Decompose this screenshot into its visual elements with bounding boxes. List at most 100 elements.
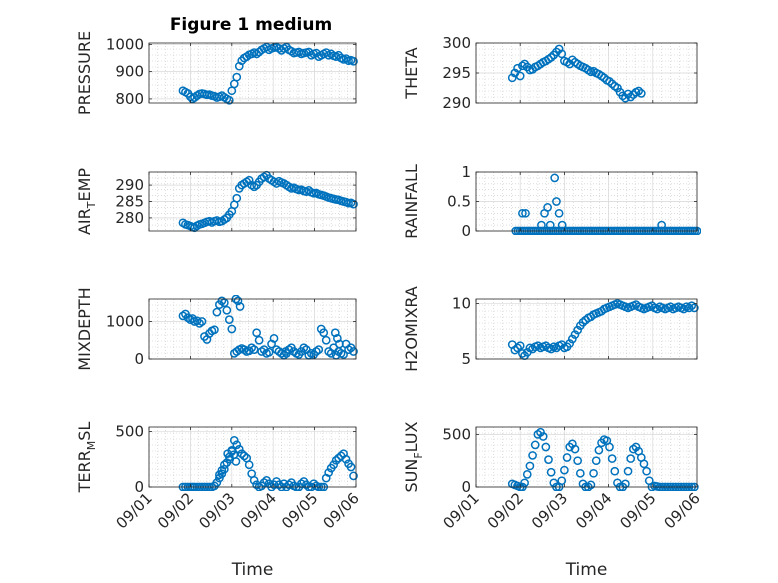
data-point	[259, 478, 269, 487]
data-point	[623, 466, 633, 476]
data-point	[557, 220, 567, 230]
data-point	[346, 462, 356, 472]
y-tick-label: 1000	[106, 313, 144, 331]
series-points	[178, 295, 358, 360]
x-axis-label: Time	[565, 560, 608, 580]
x-tick-label: 09/02	[154, 489, 197, 532]
y-tick-label: 0	[134, 350, 144, 368]
data-point	[570, 330, 580, 339]
data-point	[568, 334, 577, 344]
data-point	[222, 305, 232, 315]
data-point	[224, 95, 234, 105]
data-point	[565, 339, 575, 348]
y-tick-label: 0	[134, 478, 144, 496]
data-point	[244, 460, 254, 470]
y-tick-label: 0	[461, 222, 471, 240]
data-point	[239, 451, 249, 461]
y-axis-label: MIXDEPTH	[75, 287, 94, 370]
subplot-1: 800 900 1000 PRESSURE	[75, 31, 358, 115]
data-point	[281, 347, 290, 356]
y-tick-label: 290	[442, 94, 471, 112]
data-point	[545, 220, 555, 230]
data-point	[626, 92, 636, 102]
x-tick-label: 09/03	[195, 489, 238, 532]
axes-box	[475, 426, 698, 488]
axes-box	[148, 42, 357, 104]
data-point	[518, 349, 527, 358]
y-axis-label: THETA	[402, 47, 421, 99]
data-point	[234, 444, 244, 454]
data-point	[568, 55, 577, 65]
data-point	[229, 435, 239, 445]
y-tick-label: 5	[461, 350, 471, 368]
data-point	[626, 454, 636, 463]
data-point	[507, 73, 517, 83]
data-point	[560, 465, 569, 475]
data-point	[513, 63, 522, 73]
data-point	[249, 475, 259, 485]
data-point	[573, 456, 583, 466]
data-point	[319, 328, 329, 338]
data-point	[575, 468, 585, 478]
data-point	[554, 44, 564, 54]
data-point	[274, 480, 284, 490]
data-point	[515, 341, 525, 351]
data-point	[232, 440, 242, 450]
data-point	[605, 77, 614, 86]
data-point	[219, 460, 229, 470]
y-tick-label: 0	[461, 478, 471, 496]
data-point	[554, 208, 564, 218]
data-point	[515, 71, 525, 81]
data-point	[233, 296, 243, 306]
data-point	[657, 220, 666, 230]
data-point	[610, 466, 620, 476]
data-point	[552, 197, 561, 206]
subplot-7: 050009/0109/0209/0309/0409/0509/06TERRMS…	[75, 422, 363, 580]
data-point	[212, 478, 222, 487]
data-point	[594, 445, 604, 455]
data-point	[689, 303, 699, 313]
data-point	[349, 56, 358, 66]
data-point	[192, 316, 202, 326]
data-point	[636, 89, 646, 98]
series-points	[178, 170, 358, 233]
data-point	[231, 457, 241, 466]
series-points	[507, 44, 646, 103]
data-point	[634, 86, 644, 96]
axes-box	[148, 426, 357, 488]
axes-box	[475, 298, 698, 360]
subplot-2: 290 295 300 THETA	[402, 34, 698, 112]
data-point	[349, 347, 358, 356]
data-point	[607, 79, 617, 89]
y-tick-label: 10	[452, 294, 471, 312]
data-point	[197, 317, 207, 326]
y-axis-label: PRESSURE	[75, 31, 94, 115]
data-point	[324, 468, 334, 477]
data-point	[522, 470, 532, 479]
x-tick-label: 09/04	[237, 489, 280, 532]
data-point	[589, 468, 598, 478]
data-point	[339, 350, 348, 359]
data-point	[329, 460, 338, 470]
data-point	[349, 471, 358, 481]
data-point	[546, 467, 556, 477]
y-tick-label: 0.5	[447, 193, 471, 211]
y-tick-label: 1	[461, 163, 471, 181]
data-point	[264, 347, 274, 357]
y-axis-label: SUNFLUX	[402, 421, 425, 492]
y-axis-label: AIRTEMP	[75, 168, 98, 235]
data-point	[252, 480, 261, 490]
data-point	[530, 440, 540, 450]
y-tick-label: 280	[115, 209, 144, 227]
data-point	[538, 432, 548, 441]
data-point	[321, 335, 331, 345]
data-point	[521, 208, 530, 218]
series-points	[507, 299, 699, 361]
subplot-4: 0 0.5 1 RAINFALL	[402, 163, 701, 240]
x-axis-label: Time	[231, 560, 274, 580]
data-point	[528, 451, 537, 460]
y-tick-label: 290	[115, 176, 144, 194]
data-point	[223, 449, 233, 459]
y-tick-label: 285	[115, 193, 144, 211]
data-point	[642, 466, 651, 476]
